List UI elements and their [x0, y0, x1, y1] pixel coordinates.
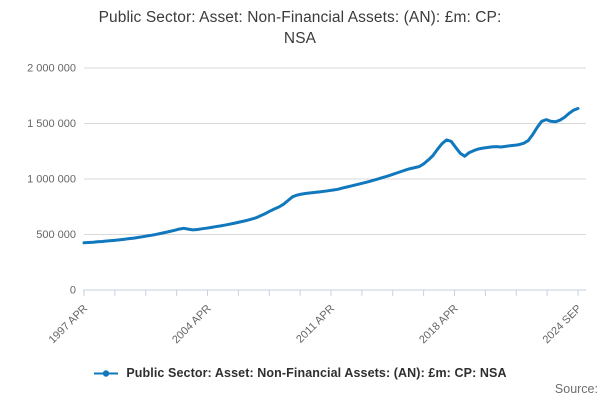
chart-title: Public Sector: Asset: Non-Financial Asse… — [0, 7, 600, 49]
chart-title-line-1: Public Sector: Asset: Non-Financial Asse… — [98, 9, 502, 26]
y-axis-tick-label: 0 — [70, 285, 76, 297]
legend-line-marker-icon — [94, 369, 119, 377]
x-axis-tick-label: 2011 APR — [294, 303, 337, 346]
y-axis-tick-label: 1 500 000 — [27, 118, 76, 130]
x-axis-tick-label: 2004 APR — [170, 303, 214, 347]
y-axis-tick-label: 2 000 000 — [27, 63, 76, 75]
legend-item[interactable]: Public Sector: Asset: Non-Financial Asse… — [0, 364, 600, 382]
chart-title-line-2: NSA — [283, 30, 317, 47]
y-axis-tick-label: 500 000 — [36, 229, 76, 241]
x-axis-tick-label: 2018 APR — [417, 303, 461, 347]
y-axis-tick-label: 1 000 000 — [27, 174, 76, 186]
x-axis-tick-label: 1997 APR — [47, 303, 91, 347]
x-axis-tick-label: 2024 SEP — [541, 303, 585, 347]
series-line-public-sector-nonfinancial-assets[interactable] — [82, 107, 580, 245]
legend-label: Public Sector: Asset: Non-Financial Asse… — [126, 366, 507, 380]
source-label: Source: — [554, 382, 598, 396]
